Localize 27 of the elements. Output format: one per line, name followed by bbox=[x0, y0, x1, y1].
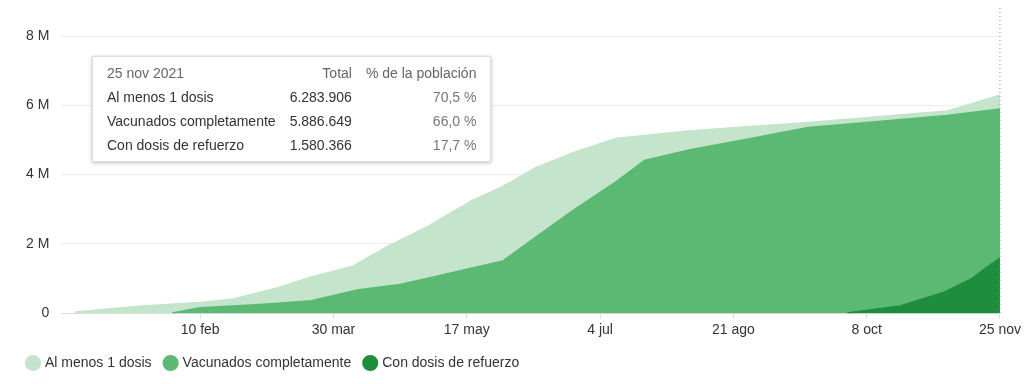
x-tick-label: 4 jul bbox=[587, 321, 613, 338]
x-tick-label: 17 may bbox=[443, 321, 490, 338]
annotation: 1.580.366 bbox=[289, 137, 352, 153]
x-tick-label: 25 nov bbox=[978, 321, 1022, 338]
x-tick-label: 8 oct bbox=[851, 321, 882, 338]
x-tick-label: 21 ago bbox=[711, 321, 756, 338]
legend-label: Vacunados completamente bbox=[182, 353, 352, 370]
annotation: 70,5 % bbox=[431, 89, 477, 105]
annotation: 25 nov 2021 bbox=[107, 65, 186, 81]
y-tick-label: 8 M bbox=[25, 26, 50, 43]
y-tick-label: 6 M bbox=[25, 96, 50, 113]
y-tick-label: 4 M bbox=[25, 165, 50, 182]
annotation: Con dosis de refuerzo bbox=[107, 137, 245, 153]
x-tick-label: 10 feb bbox=[180, 321, 220, 338]
y-tick-label: 0 bbox=[41, 304, 50, 321]
annotation: Total bbox=[321, 65, 352, 81]
annotation: 66,0 % bbox=[431, 113, 477, 129]
y-tick-label: 2 M bbox=[25, 234, 50, 251]
legend-label: Al menos 1 dosis bbox=[45, 353, 152, 370]
annotation: Vacunados completamente bbox=[107, 113, 276, 129]
annotation: 17,7 % bbox=[431, 137, 477, 153]
legend-label: Con dosis de refuerzo bbox=[382, 353, 520, 370]
annotation: 6.283.906 bbox=[289, 89, 352, 105]
annotation: % de la población bbox=[365, 65, 477, 81]
annotation: 5.886.649 bbox=[289, 113, 352, 129]
x-tick-label: 30 mar bbox=[311, 321, 356, 338]
annotation: Al menos 1 dosis bbox=[107, 89, 215, 105]
